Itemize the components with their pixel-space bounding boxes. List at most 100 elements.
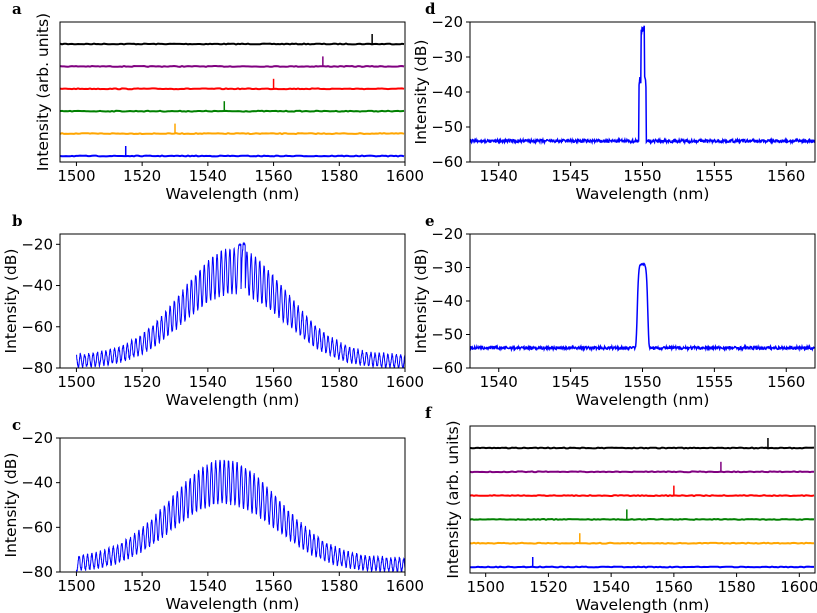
- x-tick-label: 1540: [480, 373, 518, 391]
- panel-letter: c: [12, 416, 21, 434]
- y-tick-label: −40: [431, 292, 463, 310]
- x-tick-label: 1500: [57, 167, 95, 185]
- series-line: [470, 541, 815, 545]
- y-tick-label: −60: [21, 518, 53, 536]
- y-tick-label: −50: [431, 118, 463, 136]
- x-axis-label: Wavelength (nm): [166, 595, 300, 613]
- x-tick-label: 1560: [767, 167, 805, 185]
- x-tick-label: 1520: [529, 578, 567, 596]
- x-tick-label: 1540: [189, 167, 227, 185]
- x-tick-label: 1560: [254, 577, 292, 595]
- x-tick-label: 1560: [254, 167, 292, 185]
- series-line: [470, 517, 815, 521]
- x-axis-label: Wavelength (nm): [576, 596, 710, 613]
- x-tick-label: 1540: [480, 167, 518, 185]
- series-line: [470, 446, 815, 450]
- x-axis-label: Wavelength (nm): [166, 185, 300, 203]
- y-tick-label: −60: [21, 318, 53, 336]
- x-tick-label: 1540: [189, 577, 227, 595]
- x-tick-label: 1500: [57, 373, 95, 391]
- x-tick-label: 1600: [386, 373, 424, 391]
- x-tick-label: 1600: [386, 167, 424, 185]
- x-tick-label: 1540: [592, 578, 630, 596]
- series-line: [60, 64, 405, 68]
- panel-letter: f: [425, 404, 433, 422]
- plot-area: [75, 459, 405, 572]
- panel-a: 1500 1520 1540 1560 1580 1600 Wavelength (nm) I…: [12, 0, 424, 203]
- y-tick-label: −20: [431, 225, 463, 243]
- x-tick-label: 1555: [695, 167, 733, 185]
- panel-letter: b: [12, 212, 23, 230]
- y-axis-label: Intensity (arb. units): [444, 420, 462, 578]
- panel-d: 1540 1545 1550 1555 1560 −60 −50 −40 −30 −20 Wavel…: [412, 0, 816, 203]
- y-tick-label: −20: [431, 13, 463, 31]
- x-tick-label: 1600: [386, 577, 424, 595]
- plot-area: [75, 241, 405, 368]
- series-line: [470, 25, 815, 146]
- series-line: [60, 154, 405, 158]
- x-tick-label: 1520: [123, 167, 161, 185]
- series-line: [470, 470, 814, 474]
- series-line: [75, 459, 405, 572]
- series-line: [75, 241, 405, 368]
- x-tick-label: 1500: [467, 578, 505, 596]
- x-axis-label: Wavelength (nm): [576, 391, 710, 409]
- series-line: [60, 42, 405, 46]
- y-tick-label: −60: [431, 153, 463, 171]
- x-axis-label: Wavelength (nm): [166, 391, 300, 409]
- axes-frame: [59, 437, 406, 573]
- panel-letter: a: [12, 0, 22, 18]
- x-tick-label: 1540: [189, 373, 227, 391]
- y-tick-label: −50: [431, 326, 463, 344]
- y-tick-label: −30: [431, 48, 463, 66]
- plot-area: [470, 262, 815, 353]
- panel-e: 1540 1545 1550 1555 1560 −60 −50 −40 −30 −20 Wavel…: [412, 212, 816, 409]
- x-tick-label: 1545: [552, 373, 590, 391]
- panel-letter: d: [425, 0, 436, 18]
- x-tick-label: 1580: [320, 577, 358, 595]
- axes-frame: [59, 21, 406, 163]
- series-line: [470, 262, 815, 353]
- plot-area: [60, 34, 405, 158]
- panel-letter: e: [425, 212, 435, 230]
- x-tick-label: 1500: [57, 577, 95, 595]
- y-tick-label: −40: [21, 277, 53, 295]
- panel-c: 1500 1520 1540 1560 1580 1600 −80 −60 −40 −20 Wave…: [2, 416, 424, 613]
- y-axis-label: Intensity (dB): [412, 249, 430, 354]
- x-tick-label: 1560: [655, 578, 693, 596]
- x-tick-label: 1520: [123, 373, 161, 391]
- y-axis-label: Intensity (dB): [412, 40, 430, 145]
- series-line: [470, 565, 814, 569]
- x-tick-label: 1580: [320, 373, 358, 391]
- y-axis-label: Intensity (arb. units): [34, 13, 52, 171]
- plot-area: [470, 438, 815, 569]
- series-line: [60, 109, 405, 113]
- y-axis-label: Intensity (dB): [2, 453, 20, 558]
- x-tick-label: 1555: [695, 373, 733, 391]
- y-tick-label: −80: [21, 359, 53, 377]
- y-tick-label: −20: [21, 429, 53, 447]
- axes-frame: [59, 233, 406, 369]
- x-tick-label: 1560: [767, 373, 805, 391]
- panel-b: 1500 1520 1540 1560 1580 1600 −80 −60 −40 −20 Wave…: [2, 212, 424, 409]
- x-tick-label: 1560: [254, 373, 292, 391]
- y-tick-label: −60: [431, 359, 463, 377]
- x-tick-label: 1550: [623, 167, 661, 185]
- y-tick-label: −40: [21, 474, 53, 492]
- series-line: [60, 87, 405, 91]
- y-tick-label: −30: [431, 259, 463, 277]
- x-axis-label: Wavelength (nm): [576, 185, 710, 203]
- y-tick-label: −80: [21, 563, 53, 581]
- y-tick-label: −40: [431, 83, 463, 101]
- x-tick-label: 1550: [623, 373, 661, 391]
- x-tick-label: 1545: [552, 167, 590, 185]
- x-tick-label: 1580: [320, 167, 358, 185]
- panel-f: 1500 1520 1540 1560 1580 1600 Wavelength (nm) I…: [425, 404, 817, 613]
- axes-frame: [469, 425, 816, 574]
- series-line: [60, 132, 405, 136]
- x-tick-label: 1600: [780, 578, 817, 596]
- x-tick-label: 1580: [717, 578, 755, 596]
- plot-area: [470, 25, 815, 146]
- y-axis-label: Intensity (dB): [2, 249, 20, 354]
